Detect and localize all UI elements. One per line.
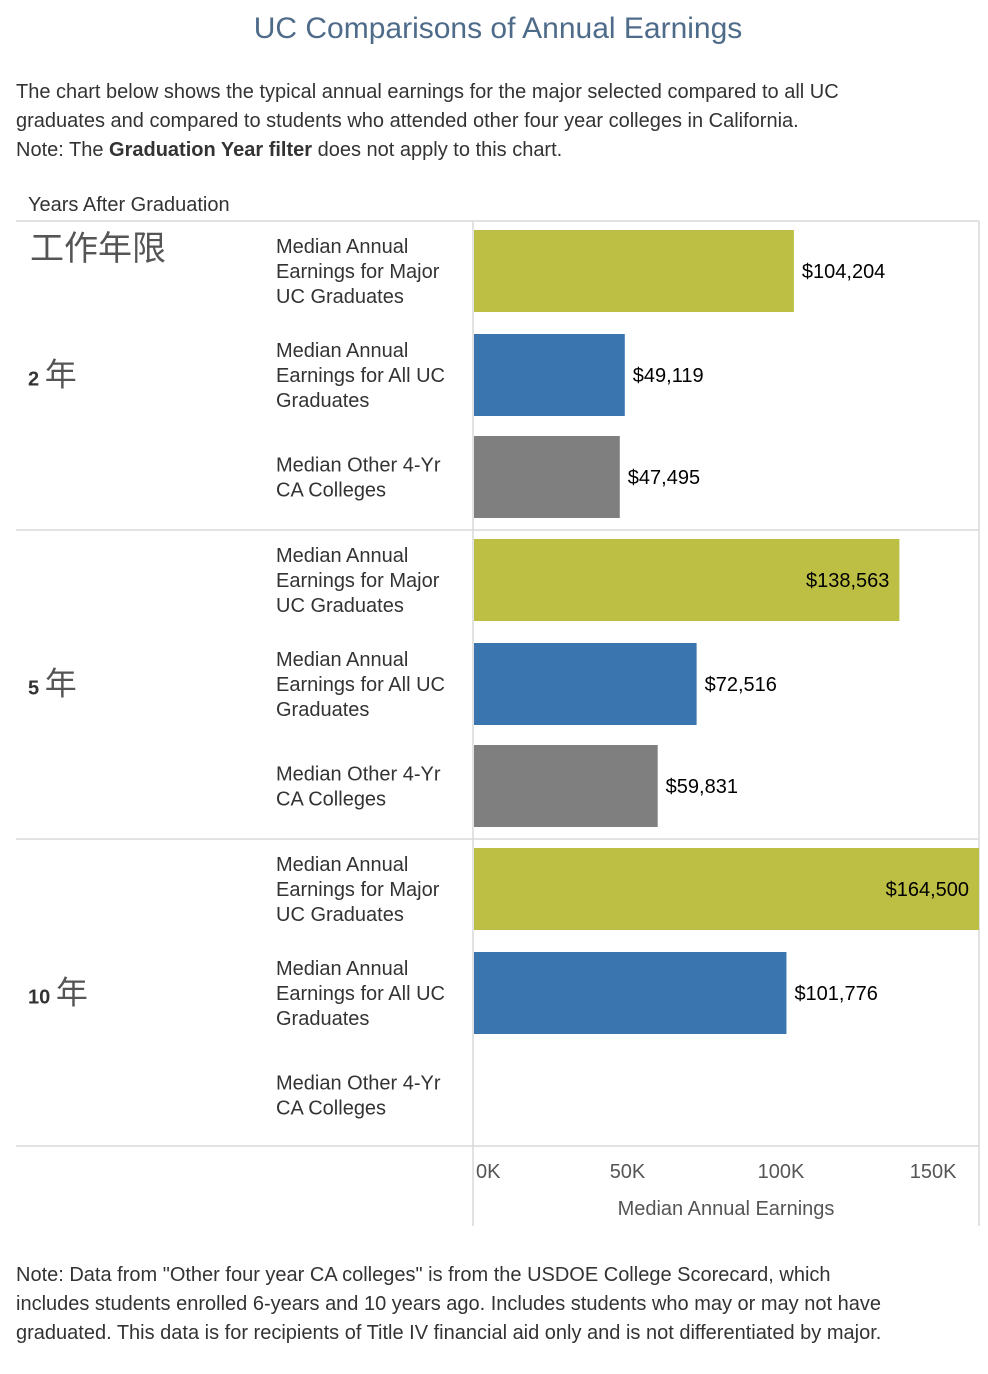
category-label: Graduates	[276, 699, 369, 721]
category-label: Median Other 4-Yr	[276, 1073, 441, 1095]
bar-major	[474, 848, 979, 930]
category-label: Earnings for All UC	[276, 674, 445, 696]
group-label-unit: 年	[45, 357, 77, 393]
intro-line-1: The chart below shows the typical annual…	[16, 81, 839, 103]
row-header-sub: 工作年限	[30, 230, 166, 268]
bar-major	[474, 230, 794, 312]
category-label: Earnings for Major	[276, 261, 440, 283]
intro-line-2: graduates and compared to students who a…	[16, 110, 799, 132]
group-label-number: 10	[28, 987, 56, 1009]
category-label: CA Colleges	[276, 1098, 386, 1120]
bar-all_uc	[474, 334, 625, 416]
page-title: UC Comparisons of Annual Earnings	[253, 12, 743, 45]
group-label: 2 年	[28, 357, 77, 393]
footnote-line-1: Note: Data from "Other four year CA coll…	[16, 1264, 831, 1286]
category-label: Graduates	[276, 1008, 369, 1030]
category-label: Median Other 4-Yr	[276, 764, 441, 786]
category-label: UC Graduates	[276, 286, 404, 308]
x-tick-label: 100K	[758, 1161, 805, 1183]
data-label: $47,495	[628, 467, 700, 489]
category-label: CA Colleges	[276, 789, 386, 811]
data-label: $49,119	[633, 365, 704, 387]
x-tick-label: 50K	[610, 1161, 646, 1183]
data-label: $104,204	[802, 261, 885, 283]
row-header: Years After Graduation	[28, 194, 230, 216]
intro-text: The chart below shows the typical annual…	[16, 78, 976, 165]
group-label: 10 年	[28, 975, 88, 1011]
category-label: Median Annual	[276, 854, 408, 876]
bar-all_uc	[474, 952, 787, 1034]
data-label: $164,500	[886, 879, 969, 901]
category-label: Graduates	[276, 390, 369, 412]
group-label-number: 2	[28, 369, 45, 391]
intro-line-3-suffix: does not apply to this chart.	[312, 139, 563, 161]
group-label-unit: 年	[56, 975, 88, 1011]
category-label: Earnings for All UC	[276, 365, 445, 387]
footnote: Note: Data from "Other four year CA coll…	[16, 1261, 981, 1348]
bar-other	[474, 436, 620, 518]
category-label: Median Annual	[276, 649, 408, 671]
category-label: Median Annual	[276, 340, 408, 362]
bar-all_uc	[474, 643, 697, 725]
intro-line-3: Note: The Graduation Year filter does no…	[16, 136, 976, 165]
data-label: $59,831	[666, 776, 738, 798]
data-label: $101,776	[794, 983, 877, 1005]
group-label: 5 年	[28, 666, 77, 702]
group-label-number: 5	[28, 678, 45, 700]
x-tick-label: 0K	[476, 1161, 501, 1183]
x-tick-label: 150K	[910, 1161, 957, 1183]
graduation-year-filter-label: Graduation Year filter	[109, 139, 313, 161]
group-label-unit: 年	[45, 666, 77, 702]
category-label: CA Colleges	[276, 480, 386, 502]
bar-other	[474, 745, 658, 827]
category-label: Median Annual	[276, 958, 408, 980]
x-axis-label: Median Annual Earnings	[618, 1198, 835, 1220]
bar-major	[474, 539, 900, 621]
data-label: $138,563	[806, 570, 889, 592]
category-label: Earnings for Major	[276, 570, 440, 592]
category-label: Median Other 4-Yr	[276, 455, 441, 477]
category-label: UC Graduates	[276, 595, 404, 617]
intro-line-3-prefix: Note: The	[16, 139, 110, 161]
category-label: Earnings for All UC	[276, 983, 445, 1005]
category-label: Earnings for Major	[276, 879, 440, 901]
category-label: Median Annual	[276, 545, 408, 567]
category-label: Median Annual	[276, 236, 408, 258]
data-label: $72,516	[705, 674, 777, 696]
category-label: UC Graduates	[276, 904, 404, 926]
footnote-line-3: graduated. This data is for recipients o…	[16, 1322, 882, 1344]
footnote-line-2: includes students enrolled 6-years and 1…	[16, 1293, 881, 1315]
